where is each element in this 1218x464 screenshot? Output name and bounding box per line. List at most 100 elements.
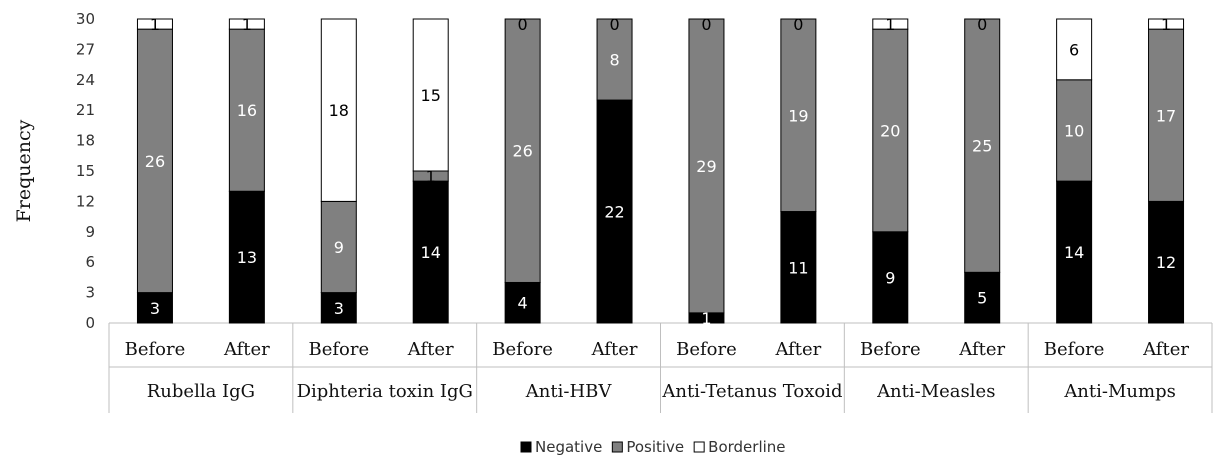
- bar-segment-positive: [872, 28, 909, 233]
- data-label: 1: [1161, 15, 1171, 34]
- data-label: 3: [150, 299, 160, 318]
- data-label: 14: [421, 243, 441, 262]
- legend: Negative Positive Borderline: [520, 438, 786, 456]
- y-tick-label: 0: [85, 314, 95, 332]
- data-label: 1: [242, 15, 252, 34]
- y-tick-label: 24: [76, 71, 95, 89]
- data-label: 14: [1064, 243, 1084, 262]
- bar-segment-positive: [596, 18, 633, 101]
- x-subcategory-label: After: [591, 339, 638, 360]
- data-label: 18: [329, 101, 349, 120]
- x-subcategory-label: Before: [860, 339, 921, 360]
- x-subcategory-label: After: [1142, 339, 1189, 360]
- x-subcategory-label: Before: [1044, 339, 1105, 360]
- y-axis-title: Frequency: [13, 119, 35, 222]
- x-group-label: Anti-Tetanus Toxoid: [661, 381, 842, 402]
- y-tick-label: 30: [76, 10, 95, 28]
- y-tick-label: 21: [76, 101, 95, 119]
- bar-segment-negative: [136, 292, 173, 324]
- bar-segment-borderline: [872, 18, 909, 30]
- y-tick-label: 15: [76, 162, 95, 180]
- data-label: 8: [609, 51, 619, 70]
- legend-swatch-borderline: [693, 441, 705, 453]
- bar-segment-borderline: [1056, 18, 1093, 81]
- y-tick-label: 6: [85, 253, 95, 271]
- legend-swatch-negative: [520, 441, 532, 453]
- bar-segment-positive: [504, 18, 541, 283]
- bar-segment-positive: [1056, 79, 1093, 182]
- x-group-label: Diphteria toxin IgG: [297, 381, 473, 402]
- data-label: 3: [334, 299, 344, 318]
- x-group-label: Rubella IgG: [147, 381, 255, 402]
- bar-segment-positive: [780, 18, 817, 213]
- x-subcategory-label: After: [774, 339, 821, 360]
- x-group-label: Anti-Measles: [876, 381, 995, 402]
- bar-segment-negative: [228, 190, 265, 324]
- data-label: 15: [421, 86, 441, 105]
- bar-segment-negative: [596, 99, 633, 324]
- data-labels: 3261131613918141154260228012901119092015…: [145, 15, 1176, 328]
- bars: [136, 18, 1185, 324]
- bar-segment-negative: [412, 180, 449, 324]
- bar-segment-negative: [872, 231, 909, 324]
- data-label: 1: [150, 15, 160, 34]
- data-label: 0: [977, 15, 987, 34]
- bar-segment-negative: [1056, 180, 1093, 324]
- y-tick-label: 18: [76, 132, 95, 150]
- data-label: 0: [793, 15, 803, 34]
- bar-segment-borderline: [412, 18, 449, 172]
- data-label: 1: [701, 309, 711, 328]
- data-label: 26: [145, 152, 165, 171]
- legend-label-negative: Negative: [535, 438, 602, 456]
- bar-segment-borderline: [1148, 18, 1185, 30]
- data-label: 0: [609, 15, 619, 34]
- data-label: 13: [237, 248, 257, 267]
- bar-segment-positive: [320, 200, 357, 294]
- x-subcategory-label: Before: [492, 339, 553, 360]
- x-subcategory-label: After: [223, 339, 270, 360]
- data-label: 20: [880, 121, 900, 140]
- bar-segment-positive: [688, 18, 725, 314]
- legend-label-borderline: Borderline: [708, 438, 785, 456]
- data-label: 26: [512, 142, 532, 161]
- y-tick-label: 3: [85, 284, 95, 302]
- data-label: 4: [518, 294, 528, 313]
- bar-segment-negative: [1148, 200, 1185, 324]
- data-label: 0: [518, 15, 528, 34]
- data-label: 1: [885, 15, 895, 34]
- data-label: 16: [237, 101, 257, 120]
- bar-segment-negative: [504, 281, 541, 324]
- legend-label-positive: Positive: [626, 438, 684, 456]
- x-subcategory-label: Before: [125, 339, 186, 360]
- legend-swatch-positive: [611, 441, 623, 453]
- x-group-label: Anti-HBV: [525, 381, 613, 402]
- data-label: 22: [604, 203, 624, 222]
- data-label: 9: [334, 238, 344, 257]
- bar-segment-positive: [1148, 28, 1185, 202]
- data-label: 5: [977, 289, 987, 308]
- x-subcategory-label: Before: [308, 339, 369, 360]
- bar-segment-positive: [964, 18, 1001, 273]
- data-label: 0: [701, 15, 711, 34]
- data-label: 11: [788, 258, 808, 277]
- bar-segment-borderline: [136, 18, 173, 30]
- data-label: 6: [1069, 40, 1079, 59]
- x-group-label: Anti-Mumps: [1063, 381, 1176, 402]
- bar-segment-borderline: [228, 18, 265, 30]
- y-tick-label: 12: [76, 192, 95, 210]
- data-label: 29: [696, 157, 716, 176]
- x-subcategory-label: After: [958, 339, 1005, 360]
- bar-segment-negative: [320, 292, 357, 324]
- x-subcategory-label: Before: [676, 339, 737, 360]
- bar-segment-borderline: [320, 18, 357, 202]
- y-tick-label: 9: [85, 223, 95, 241]
- data-label: 17: [1156, 106, 1176, 125]
- bar-segment-positive: [228, 28, 265, 192]
- data-label: 19: [788, 106, 808, 125]
- x-subcategory-label: After: [407, 339, 454, 360]
- data-label: 10: [1064, 121, 1084, 140]
- y-tick-label: 27: [76, 40, 95, 58]
- data-label: 25: [972, 137, 992, 156]
